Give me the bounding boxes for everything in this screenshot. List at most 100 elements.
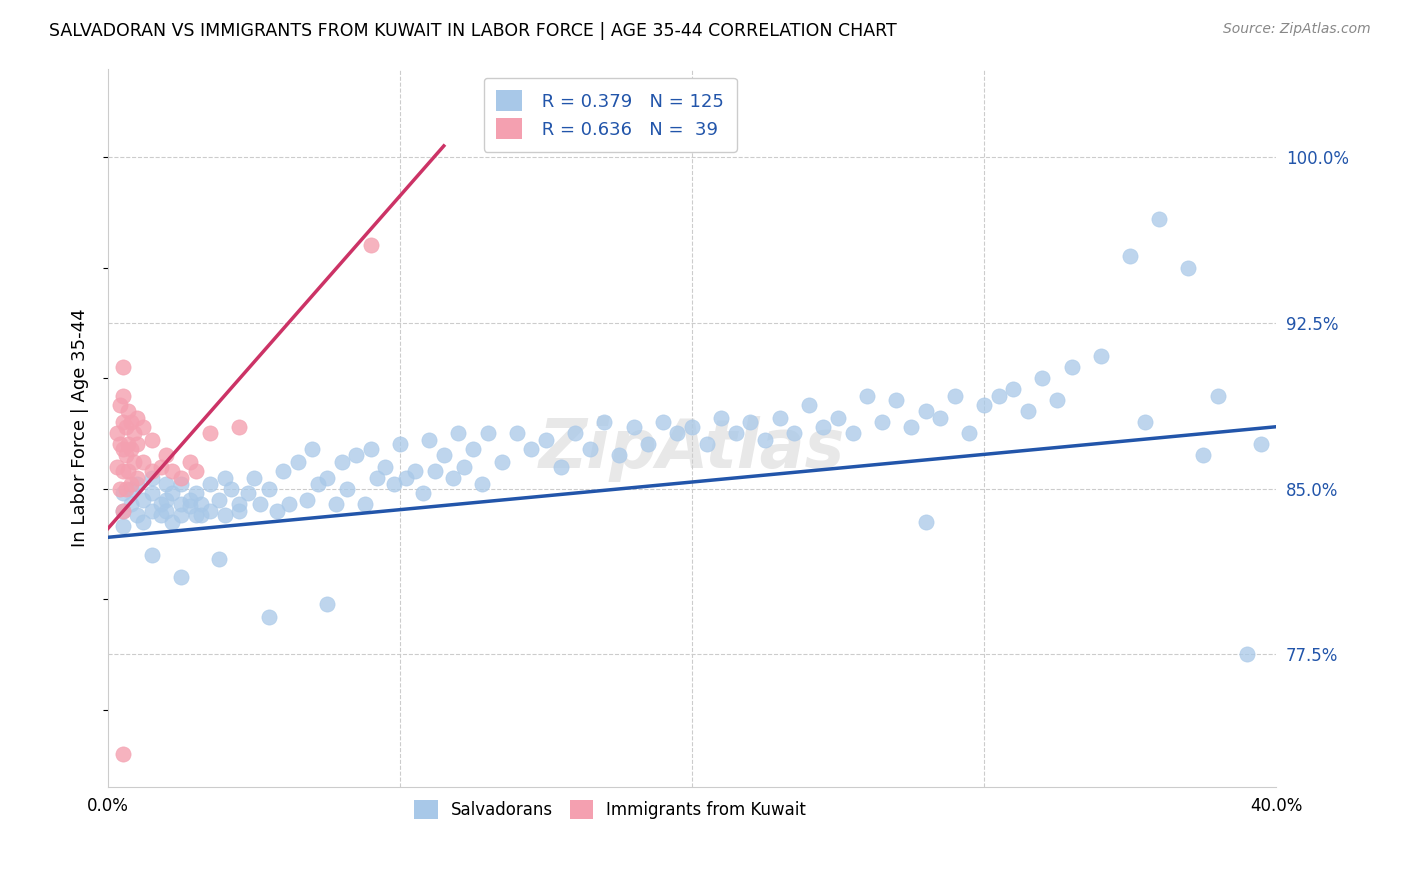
Point (238, 486, 260, 500)
Point (149, 459, 172, 474)
Point (141, 433, 163, 447)
Point (316, 470, 339, 484)
Point (316, 597, 339, 611)
Point (1031, 371, 1053, 385)
Point (389, 437, 412, 451)
Point (162, 464, 184, 478)
Point (214, 508, 236, 523)
Point (307, 477, 329, 491)
Text: SALVADORAN VS IMMIGRANTS FROM KUWAIT IN LABOR FORCE | AGE 35-44 CORRELATION CHAR: SALVADORAN VS IMMIGRANTS FROM KUWAIT IN … (49, 22, 897, 40)
Point (200, 426, 222, 441)
Point (404, 464, 426, 478)
Point (607, 449, 630, 463)
Point (382, 477, 405, 491)
Point (117, 404, 139, 418)
Point (111, 415, 134, 429)
Point (886, 393, 908, 408)
Point (461, 442, 484, 456)
Point (208, 492, 231, 507)
Point (162, 486, 184, 500)
Point (184, 508, 207, 523)
Point (710, 410, 733, 425)
Point (783, 426, 806, 441)
Point (914, 515, 936, 529)
Point (127, 410, 149, 425)
Point (120, 497, 142, 511)
Point (651, 415, 673, 429)
Point (301, 442, 323, 456)
Point (170, 477, 193, 491)
Point (132, 492, 155, 507)
Point (1090, 349, 1112, 363)
Point (111, 442, 134, 456)
Point (696, 437, 718, 451)
Point (813, 419, 835, 434)
Point (105, 426, 128, 441)
Point (841, 426, 863, 441)
Point (111, 464, 134, 478)
Point (114, 482, 136, 496)
Point (491, 455, 513, 469)
Point (797, 398, 820, 412)
Point (257, 610, 280, 624)
Point (155, 504, 177, 518)
Point (769, 410, 792, 425)
Point (249, 497, 271, 511)
Point (534, 433, 557, 447)
Point (943, 389, 966, 403)
Point (141, 548, 163, 562)
Point (354, 497, 377, 511)
Point (108, 437, 131, 451)
Point (471, 477, 494, 491)
Point (200, 504, 222, 518)
Point (740, 415, 762, 429)
Point (228, 497, 250, 511)
Point (336, 482, 359, 496)
Point (127, 437, 149, 451)
Point (111, 504, 134, 518)
Point (108, 482, 131, 496)
Point (127, 470, 149, 484)
Point (278, 497, 301, 511)
Point (111, 519, 134, 533)
Point (433, 449, 456, 463)
Point (477, 426, 499, 441)
Point (243, 470, 266, 484)
Point (155, 477, 177, 491)
Point (155, 449, 177, 463)
Point (120, 477, 142, 491)
Point (228, 504, 250, 518)
Point (1206, 389, 1229, 403)
Point (1250, 437, 1272, 451)
Point (579, 442, 602, 456)
Point (973, 398, 995, 412)
Point (132, 419, 155, 434)
Point (190, 497, 212, 511)
Point (1133, 415, 1156, 429)
Point (1192, 449, 1215, 463)
Point (666, 426, 689, 441)
Point (228, 419, 250, 434)
Point (914, 404, 936, 418)
Point (141, 470, 163, 484)
Point (120, 415, 142, 429)
Point (108, 398, 131, 412)
Point (214, 470, 236, 484)
Point (170, 470, 193, 484)
Point (681, 419, 703, 434)
Point (1002, 382, 1025, 396)
Text: Source: ZipAtlas.com: Source: ZipAtlas.com (1223, 22, 1371, 37)
Point (1119, 250, 1142, 264)
Point (111, 359, 134, 374)
Point (141, 504, 163, 518)
Point (162, 515, 184, 529)
Point (395, 470, 418, 484)
Point (366, 470, 388, 484)
Point (550, 459, 572, 474)
Point (114, 449, 136, 463)
Point (453, 459, 475, 474)
Point (208, 552, 231, 566)
Point (441, 470, 464, 484)
Point (856, 389, 879, 403)
Point (170, 570, 193, 584)
